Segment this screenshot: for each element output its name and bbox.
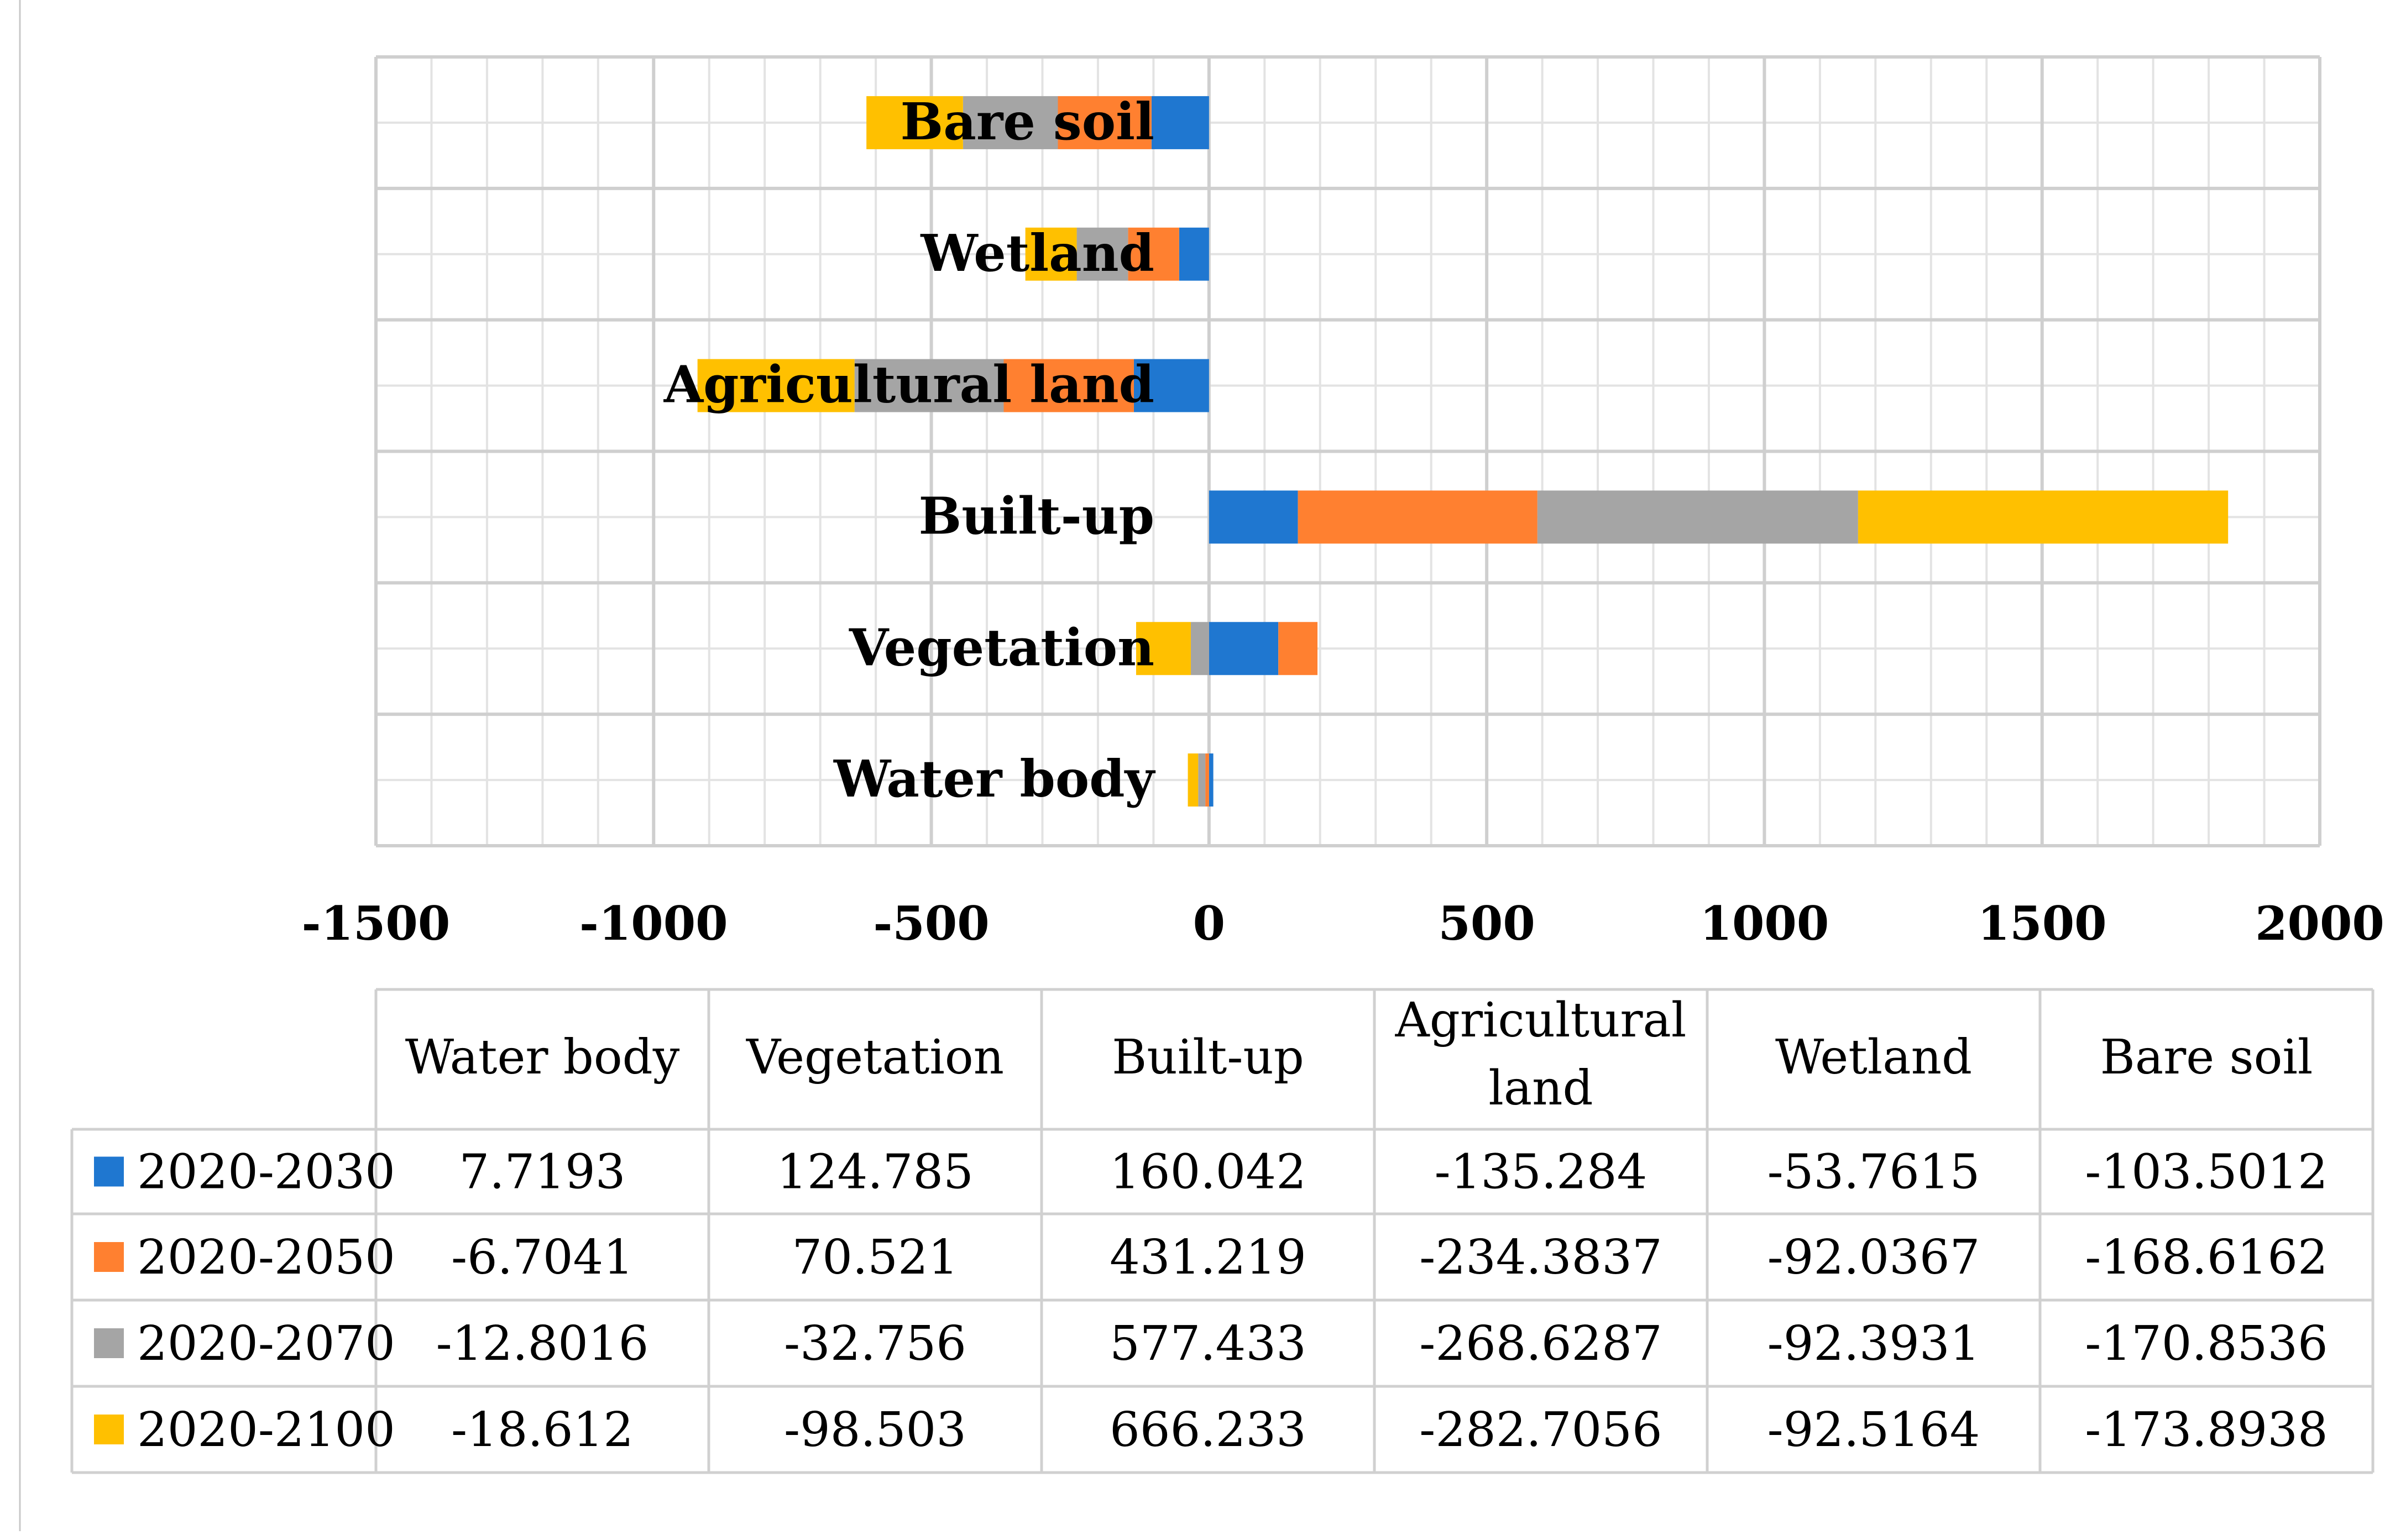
table-cell-2020-2070-built-up: 577.433 [1110, 1316, 1306, 1371]
table-cell-2020-2100-bare-soil: -173.8938 [2085, 1402, 2328, 1458]
table-header-built-up: Built-up [1112, 1030, 1304, 1085]
legend-label-2020-2030: 2020-2030 [137, 1145, 395, 1200]
bars [697, 96, 2229, 807]
x-tick-label: 1500 [1978, 896, 2107, 951]
bar-agricultural-land-2020-2070 [854, 359, 1004, 412]
category-label-water-body: Water body [833, 749, 1155, 809]
table-cell-2020-2100-agricultural-land: -282.7056 [1419, 1402, 1662, 1458]
table-cell-2020-2050-water-body: -6.7041 [451, 1230, 634, 1285]
table-header-bare-soil: Bare soil [2100, 1030, 2313, 1085]
bar-water-body-2020-2050 [1205, 753, 1209, 807]
grid [374, 55, 2321, 847]
table-cell-2020-2070-agricultural-land: -268.6287 [1419, 1316, 1662, 1371]
table-cell-2020-2050-vegetation: 70.521 [792, 1230, 959, 1285]
bar-built-up-2020-2100 [1858, 490, 2229, 544]
table-cell-2020-2100-wetland: -92.5164 [1767, 1402, 1980, 1458]
bar-wetland-2020-2030 [1179, 227, 1209, 281]
table-cell-2020-2030-water-body: 7.7193 [459, 1145, 626, 1200]
legend-label-2020-2100: 2020-2100 [137, 1402, 395, 1458]
bar-wetland-2020-2070 [1076, 227, 1128, 281]
x-axis-ticks: -1500 -1000 -500 0 500 1000 1500 2000 [302, 896, 2384, 951]
bar-water-body-2020-2030 [1209, 753, 1214, 807]
table-cell-2020-2070-vegetation: -32.756 [784, 1316, 966, 1371]
table-cell-2020-2030-bare-soil: -103.5012 [2085, 1145, 2328, 1200]
bar-built-up-2020-2030 [1209, 490, 1298, 544]
bar-vegetation-2020-2050 [1278, 622, 1318, 675]
legend-swatch-2020-2100 [94, 1415, 124, 1444]
legend-swatch-2020-2070 [94, 1328, 124, 1358]
category-label-wetland: Wetland [920, 223, 1154, 283]
x-tick-label: -1500 [302, 896, 451, 951]
table-cell-2020-2030-vegetation: 124.785 [777, 1145, 974, 1200]
bar-bare-soil-2020-2100 [866, 96, 963, 149]
category-label-agricultural-land: Agricultural land [663, 355, 1154, 415]
table-cell-2020-2070-water-body: -12.8016 [436, 1316, 649, 1371]
x-tick-label: -1000 [579, 896, 728, 951]
table-cell-2020-2050-bare-soil: -168.6162 [2085, 1230, 2328, 1285]
bar-vegetation-2020-2030 [1209, 622, 1279, 675]
x-tick-label: 1000 [1700, 896, 1829, 951]
legend-swatch-2020-2030 [94, 1156, 124, 1187]
legend-swatch-2020-2050 [94, 1242, 124, 1272]
table-cell-2020-2050-built-up: 431.219 [1110, 1230, 1306, 1285]
bar-vegetation-2020-2100 [1136, 622, 1191, 675]
bar-bare-soil-2020-2030 [1151, 96, 1209, 149]
table-cell-2020-2100-vegetation: -98.503 [784, 1402, 966, 1458]
bar-wetland-2020-2100 [1025, 227, 1077, 281]
bar-bare-soil-2020-2070 [963, 96, 1058, 149]
table-header-vegetation: Vegetation [746, 1030, 1004, 1085]
table-cell-2020-2070-bare-soil: -170.8536 [2085, 1316, 2328, 1371]
table-cell-2020-2100-built-up: 666.233 [1110, 1402, 1306, 1458]
category-label-vegetation: Vegetation [849, 617, 1154, 677]
x-tick-label: -500 [873, 896, 989, 951]
table-cell-2020-2100-water-body: -18.612 [451, 1402, 634, 1458]
bar-water-body-2020-2100 [1188, 753, 1199, 807]
table-cell-2020-2070-wetland: -92.3931 [1767, 1316, 1980, 1371]
bar-agricultural-land-2020-2030 [1133, 359, 1209, 412]
bar-water-body-2020-2070 [1198, 753, 1206, 807]
bar-agricultural-land-2020-2100 [697, 359, 855, 412]
legend-label-2020-2050: 2020-2050 [137, 1230, 395, 1285]
data-table: Water body Vegetation Built-up Agricultural… [70, 988, 2375, 1474]
x-tick-label: 0 [1193, 896, 1225, 951]
table-header-water-body: Water body [405, 1030, 680, 1085]
bar-bare-soil-2020-2050 [1058, 96, 1152, 149]
x-tick-label: 2000 [2255, 896, 2384, 951]
bar-agricultural-land-2020-2050 [1003, 359, 1134, 412]
legend-label-2020-2070: 2020-2070 [137, 1316, 395, 1371]
category-label-bare-soil: Bare soil [901, 92, 1154, 151]
category-label-built-up: Built-up [919, 486, 1154, 546]
category-labels: Water body Vegetation Built-up Agricultural… [663, 92, 1156, 809]
table-cell-2020-2050-agricultural-land: -234.3837 [1419, 1230, 1662, 1285]
table-cell-2020-2030-agricultural-land: -135.284 [1435, 1145, 1648, 1200]
bar-built-up-2020-2050 [1298, 490, 1537, 544]
bar-wetland-2020-2050 [1128, 227, 1179, 281]
bar-vegetation-2020-2070 [1190, 622, 1209, 675]
table-cell-2020-2050-wetland: -92.0367 [1767, 1230, 1980, 1285]
table-header-wetland: Wetland [1775, 1030, 1972, 1085]
table-header-agricultural-land-line2: land [1488, 1061, 1593, 1116]
bar-built-up-2020-2070 [1537, 490, 1858, 544]
table-header-agricultural-land: Agricultural [1395, 993, 1687, 1048]
table-cell-2020-2030-wetland: -53.7615 [1767, 1145, 1980, 1200]
table-cell-2020-2030-built-up: 160.042 [1110, 1145, 1306, 1200]
x-tick-label: 500 [1438, 896, 1535, 951]
